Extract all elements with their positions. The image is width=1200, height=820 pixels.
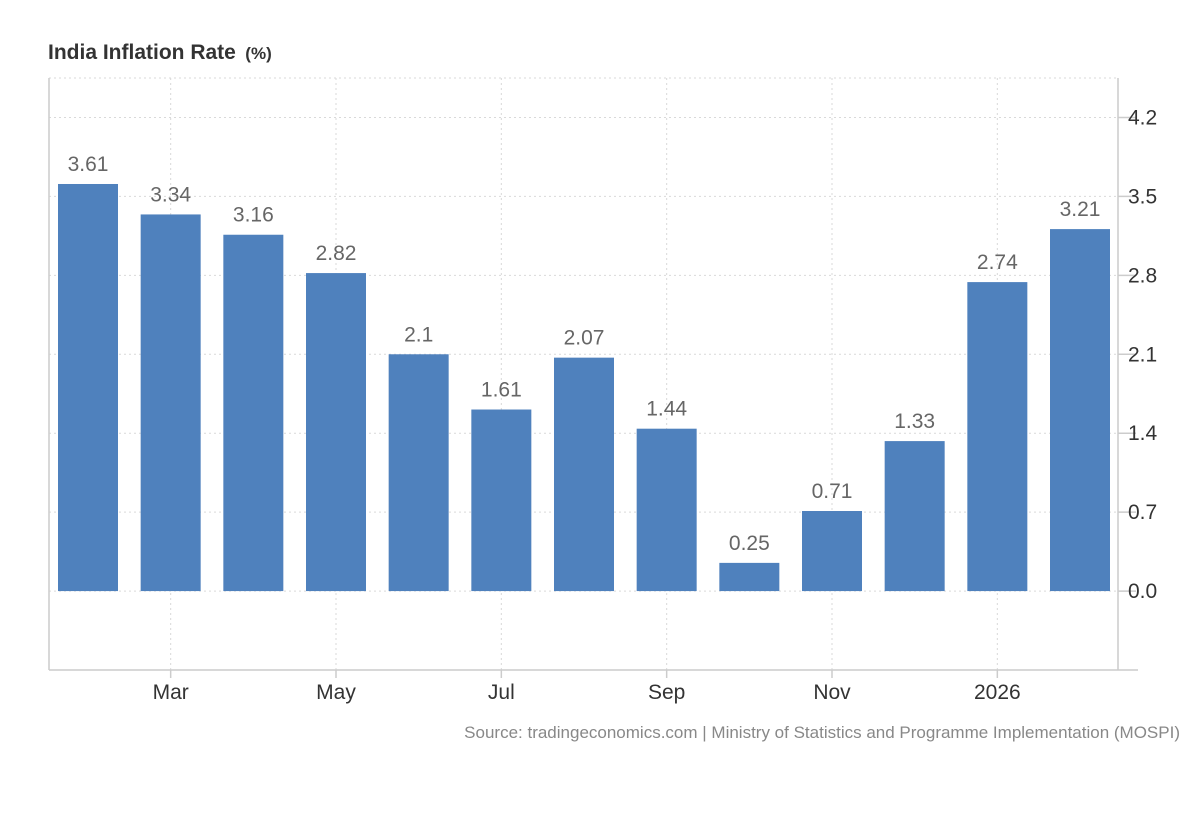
- x-tick-label: Jul: [488, 681, 515, 704]
- data-label: 2.74: [977, 251, 1018, 274]
- y-tick-label: 2.1: [1128, 343, 1157, 366]
- y-tick-label: 1.4: [1128, 422, 1158, 445]
- data-labels: 3.61 3.34 3.16 2.82 2.1 1.61 2.07 1.44 0.25 0.71 1…: [68, 153, 1101, 555]
- x-tick-label: May: [316, 681, 356, 704]
- bar[interactable]: [802, 511, 862, 592]
- y-tick-label: 3.5: [1128, 185, 1157, 208]
- chart-title-unit: (%): [245, 44, 271, 63]
- data-label: 3.21: [1060, 198, 1101, 221]
- y-axis: 0.0 0.7 1.4 2.1 2.8 3.5 4.2: [1118, 106, 1158, 603]
- x-axis: Mar May Jul Sep Nov 2026: [153, 670, 1021, 704]
- data-label: 1.44: [646, 398, 687, 421]
- data-label: 3.34: [150, 183, 191, 206]
- x-tick-label: Nov: [813, 681, 851, 704]
- bar[interactable]: [58, 183, 118, 592]
- x-tick-label: 2026: [974, 681, 1021, 704]
- data-label: 0.71: [812, 480, 853, 503]
- bar[interactable]: [554, 357, 614, 592]
- data-label: 1.33: [894, 410, 935, 433]
- bar[interactable]: [1050, 229, 1110, 592]
- data-label: 3.61: [68, 153, 109, 176]
- chart-title: India Inflation Rate (%): [48, 41, 272, 64]
- y-tick-label: 4.2: [1128, 106, 1157, 129]
- bar[interactable]: [884, 441, 945, 592]
- bar[interactable]: [636, 428, 697, 592]
- bar[interactable]: [140, 214, 201, 592]
- y-tick-label: 0.0: [1128, 580, 1157, 603]
- bar[interactable]: [471, 409, 532, 592]
- bar[interactable]: [719, 562, 780, 592]
- y-tick-label: 0.7: [1128, 501, 1157, 524]
- data-label: 0.25: [729, 532, 770, 555]
- data-label: 2.82: [316, 242, 357, 265]
- y-tick-label: 2.8: [1128, 264, 1157, 287]
- chart-title-text: India Inflation Rate: [48, 41, 236, 64]
- data-label: 3.16: [233, 204, 274, 227]
- data-label: 2.1: [404, 323, 433, 346]
- bars: [58, 183, 1110, 592]
- source-note: Source: tradingeconomics.com | Ministry …: [464, 723, 1180, 742]
- bar[interactable]: [223, 234, 284, 592]
- x-tick-label: Mar: [153, 681, 189, 704]
- bar[interactable]: [967, 282, 1028, 592]
- data-label: 1.61: [481, 379, 522, 402]
- x-tick-label: Sep: [648, 681, 685, 704]
- bar[interactable]: [388, 354, 449, 592]
- bar[interactable]: [306, 273, 366, 592]
- data-label: 2.07: [564, 327, 605, 350]
- plot-frame: [48, 78, 1138, 671]
